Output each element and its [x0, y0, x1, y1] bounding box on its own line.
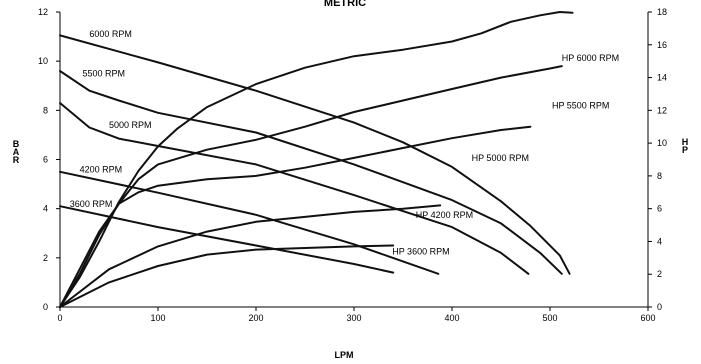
y-left-tick-label: 10	[38, 56, 48, 66]
x-tick-label: 0	[57, 313, 62, 323]
series-line-3	[59, 170, 440, 275]
series-line-9	[59, 244, 395, 308]
series-label-9: HP 3600 RPM	[392, 246, 449, 256]
y-left-axis-title-letter: R	[13, 155, 20, 165]
y-right-tick-label: 0	[657, 302, 662, 312]
y-left-tick-label: 4	[43, 204, 48, 214]
y-left-axis-title-letter: B	[13, 139, 20, 149]
y-left-tick-label: 6	[43, 155, 48, 165]
series-line-0	[59, 34, 571, 275]
series-line-8	[59, 204, 442, 308]
y-left-tick-label: 0	[43, 302, 48, 312]
x-tick-label: 300	[346, 313, 361, 323]
series-label-0: 6000 RPM	[89, 29, 132, 39]
series-line-2	[59, 102, 530, 275]
series-label-6: HP 5500 RPM	[552, 100, 609, 110]
y-left-axis-title-letter: A	[13, 147, 20, 157]
y-left-tick-label: 12	[38, 7, 48, 17]
y-right-tick-label: 16	[657, 40, 667, 50]
x-tick-label: 100	[150, 313, 165, 323]
y-right-tick-label: 14	[657, 73, 667, 83]
y-right-tick-label: 18	[657, 7, 667, 17]
series-label-8: HP 4200 RPM	[416, 210, 473, 220]
series-line-1	[59, 70, 563, 275]
y-right-axis-title-letter: P	[682, 145, 688, 155]
y-right-tick-label: 10	[657, 138, 667, 148]
y-right-tick-label: 4	[657, 236, 662, 246]
x-tick-label: 200	[248, 313, 263, 323]
y-left-axis-title: BAR	[13, 139, 20, 165]
x-tick-label: 400	[444, 313, 459, 323]
y-right-tick-label: 8	[657, 171, 662, 181]
series-line-6	[59, 65, 563, 308]
series-label-2: 5000 RPM	[109, 120, 152, 130]
y-right-tick-label: 2	[657, 269, 662, 279]
series-label-1: 5500 RPM	[83, 68, 126, 78]
y-right-axis-title-letter: H	[682, 137, 689, 147]
y-right-tick-label: 6	[657, 204, 662, 214]
y-left-tick-label: 8	[43, 105, 48, 115]
series-label-5: HP 6000 RPM	[562, 53, 619, 63]
series-label-3: 4200 RPM	[80, 164, 123, 174]
series-label-7: HP 5000 RPM	[472, 153, 529, 163]
series-label-4: 3600 RPM	[70, 199, 113, 209]
x-tick-label: 500	[542, 313, 557, 323]
y-right-tick-label: 12	[657, 105, 667, 115]
x-axis-title: LPM	[335, 350, 354, 360]
chart-title: METRIC	[324, 0, 366, 9]
y-right-axis-title: HP	[682, 137, 689, 155]
x-tick-label: 600	[640, 313, 655, 323]
series-line-4	[59, 205, 395, 274]
y-left-tick-label: 2	[43, 253, 48, 263]
series-line-7	[59, 125, 532, 308]
